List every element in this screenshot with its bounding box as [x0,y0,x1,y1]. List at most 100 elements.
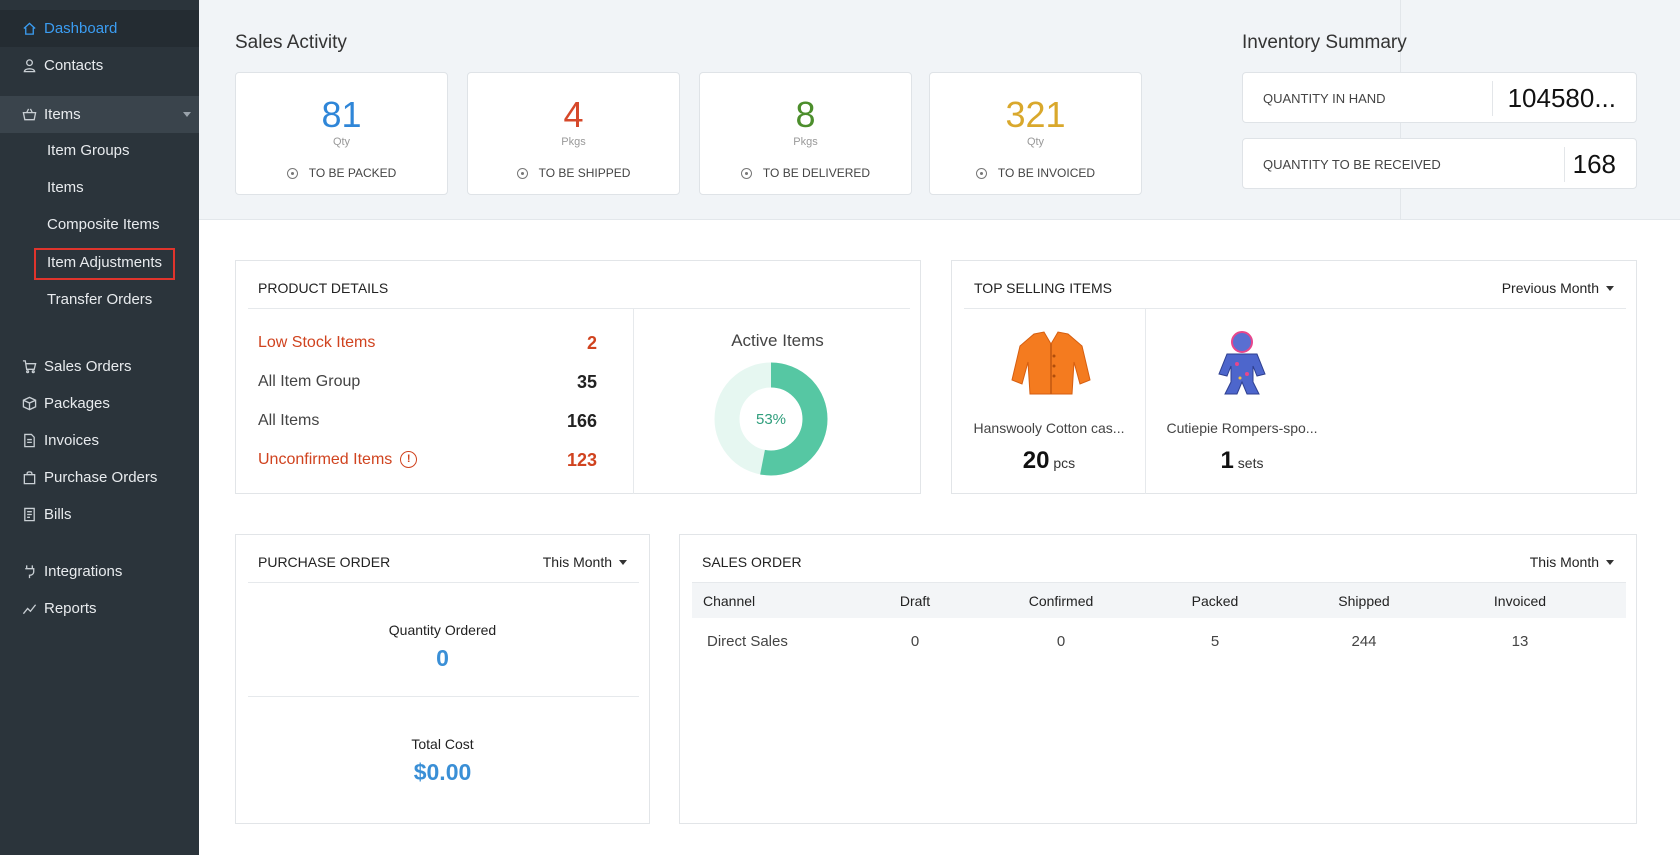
nav-dashboard[interactable]: Dashboard [0,10,199,47]
column-header: Channel [703,593,756,609]
invoice-circle-icon [975,167,987,179]
inventory-summary-title: Inventory Summary [1242,32,1407,53]
all-items-row[interactable]: All Items 166 [258,409,597,433]
activity-card-delivered[interactable]: 8 Pkgs TO BE DELIVERED [699,72,912,195]
activity-card-invoiced[interactable]: 321 Qty TO BE INVOICED [929,72,1142,195]
product-details-panel: PRODUCT DETAILS Low Stock Items 2 All It… [235,260,921,494]
table-cell: 0 [910,633,920,650]
column-header: Confirmed [1028,593,1094,609]
nav-packages[interactable]: Packages [0,385,199,422]
divider [964,308,1626,309]
sales-order-title: SALES ORDER [702,554,802,570]
activity-label-text: TO BE PACKED [308,166,397,180]
item-group-row[interactable]: All Item Group 35 [258,370,597,394]
top-selling-item-name: Hanswooly Cotton cas... [973,420,1125,436]
activity-unit: Pkgs [561,136,586,148]
sales-activity-title: Sales Activity [235,32,347,53]
subnav-transfer-orders[interactable]: Transfer Orders [47,291,153,308]
active-items-title: Active Items [731,331,824,350]
quantity-in-hand-value: 104580... [1507,83,1616,113]
dropdown-label: This Month [1529,554,1599,570]
nav-purchase-orders-label: Purchase Orders [44,469,158,486]
nav-bills-label: Bills [44,506,72,523]
column-header: Shipped [1338,593,1390,609]
activity-label: TO BE INVOICED [930,166,1141,180]
low-stock-row[interactable]: Low Stock Items 2 [258,331,597,355]
user-icon [21,58,37,74]
activity-label-text: TO BE INVOICED [997,166,1096,180]
top-selling-period-dropdown[interactable]: Previous Month [1502,280,1614,296]
quantity-ordered-value: 0 [436,645,449,671]
divider [1492,81,1493,116]
column-header: Draft [899,593,931,609]
qty-number: 20 [1022,447,1050,474]
all-items-value: 166 [566,410,597,431]
table-cell: 13 [1511,633,1529,650]
activity-unit: Qty [332,136,351,148]
caret-down-icon [1606,559,1614,565]
nav-reports[interactable]: Reports [0,590,199,627]
subnav-item-adjustments[interactable]: Item Adjustments [47,254,163,271]
package-icon [21,396,37,412]
qty-unit: sets [1237,455,1264,471]
nav-bills[interactable]: Bills [0,496,199,533]
nav-invoices[interactable]: Invoices [0,422,199,459]
sales-order-period-dropdown[interactable]: This Month [1530,554,1614,570]
nav-sales-orders[interactable]: Sales Orders [0,348,199,385]
dots-circle-icon [740,167,752,179]
purchase-order-panel: PURCHASE ORDER This Month Quantity Order… [235,534,650,824]
cart-icon [21,359,37,375]
nav-dashboard-label: Dashboard [44,20,118,37]
top-selling-item[interactable]: Hanswooly Cotton cas... 20 pcs [952,308,1146,492]
nav-purchase-orders[interactable]: Purchase Orders [0,459,199,496]
activity-value: 8 [795,94,816,135]
activity-card-packed[interactable]: 81 Qty TO BE PACKED [235,72,448,195]
truck-circle-icon [516,167,528,179]
activity-label: TO BE PACKED [236,166,447,180]
donut-percent: 53% [756,411,786,428]
column-header: Invoiced [1493,593,1547,609]
top-selling-item-qty: 20 pcs [952,447,1146,475]
top-selling-panel: TOP SELLING ITEMS Previous Month Hanswoo… [951,260,1637,494]
warning-icon[interactable]: ! [400,451,418,469]
caret-down-icon [1606,285,1614,291]
total-cost-value: $0.00 [413,759,472,785]
nav-invoices-label: Invoices [44,432,100,449]
quantity-ordered-label: Quantity Ordered [388,622,497,638]
plug-icon [21,564,37,580]
purchase-order-title: PURCHASE ORDER [258,554,391,570]
top-selling-item[interactable]: Cutiepie Rompers-spo... 1 sets [1145,308,1339,492]
subnav-items[interactable]: Items [47,179,84,196]
table-row[interactable]: Direct Sales 0 0 5 244 13 [692,618,1626,664]
column-header: Packed [1191,593,1239,609]
dropdown-label: This Month [542,554,612,570]
quantity-to-receive-card: QUANTITY TO BE RECEIVED 168 [1242,138,1637,189]
basket-icon [21,107,37,123]
nav-integrations-label: Integrations [44,563,123,580]
nav-contacts[interactable]: Contacts [0,47,199,84]
subnav-composite-items[interactable]: Composite Items [47,216,160,233]
nav-packages-label: Packages [44,395,110,412]
activity-label-text: TO BE DELIVERED [762,166,871,180]
subnav-item-groups[interactable]: Item Groups [47,142,130,159]
activity-card-shipped[interactable]: 4 Pkgs TO BE SHIPPED [467,72,680,195]
home-icon [21,21,37,37]
dropdown-label: Previous Month [1501,280,1599,296]
activity-value: 81 [321,94,362,135]
nav-items-label: Items [44,106,81,123]
nav-integrations[interactable]: Integrations [0,553,199,590]
activity-unit: Pkgs [793,136,818,148]
all-items-label: All Items [258,412,320,429]
nav-items[interactable]: Items [0,96,199,133]
item-group-value: 35 [576,371,597,392]
unconfirmed-items-row[interactable]: Unconfirmed Items! 123 [258,448,597,472]
total-cost-label: Total Cost [411,736,474,752]
table-header: Channel Draft Confirmed Packed Shipped I… [692,582,1626,618]
divider [1564,147,1565,182]
divider [248,696,639,697]
table-cell: 5 [1210,633,1220,650]
activity-value: 321 [1005,94,1066,135]
check-circle-icon [286,167,298,179]
purchase-order-period-dropdown[interactable]: This Month [543,554,627,570]
low-stock-label: Low Stock Items [258,334,376,351]
